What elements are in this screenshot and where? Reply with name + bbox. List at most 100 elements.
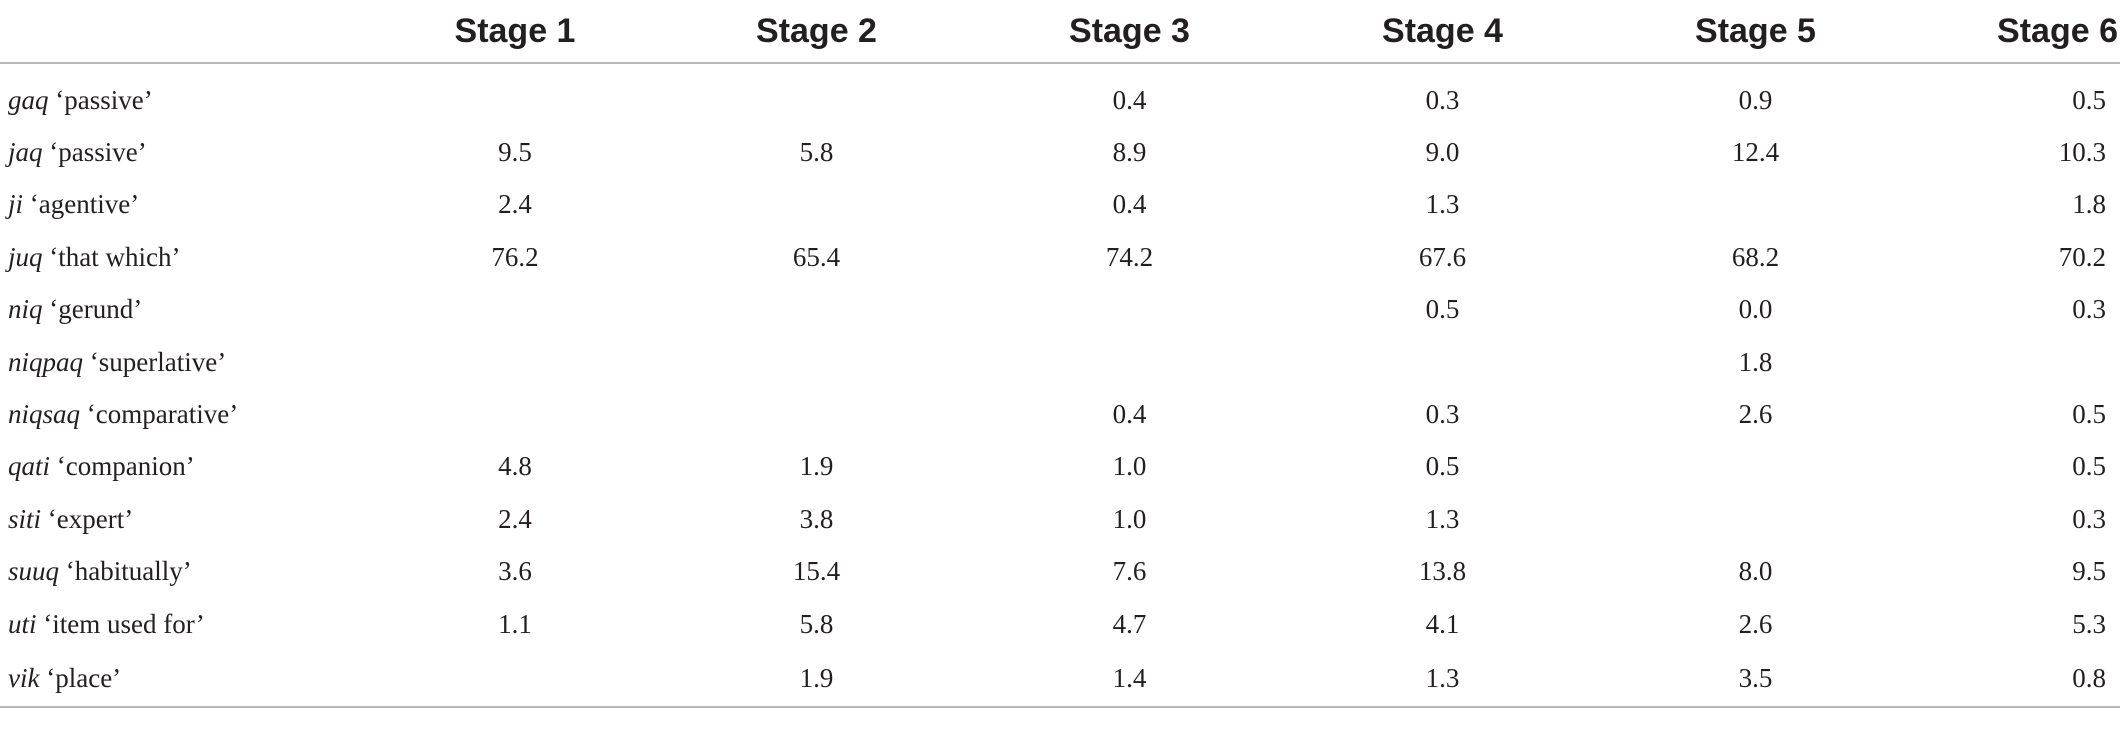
cell-stage-5 — [1599, 493, 1912, 545]
cell-stage-6: 5.3 — [2072, 608, 2106, 639]
row-label: vik ‘place’ — [0, 650, 370, 709]
cell-stage-6: 0.8 — [1912, 650, 2120, 709]
cell-stage-1: 1.1 — [498, 608, 532, 639]
cell-stage-1: 2.4 — [498, 189, 532, 220]
morpheme: niq — [8, 294, 43, 325]
cell-stage-5: 8.0 — [1738, 556, 1773, 587]
cell-stage-6: 0.3 — [2072, 503, 2106, 534]
row-label: juq ‘that which’ — [0, 231, 370, 283]
cell-stage-1: 9.5 — [498, 137, 532, 168]
header-stage-2: Stage 2 — [660, 0, 973, 64]
cell-stage-4: 0.5 — [1425, 294, 1460, 325]
cell-stage-2: 15.4 — [792, 556, 841, 587]
gloss: ‘expert’ — [47, 503, 134, 534]
cell-stage-1: 76.2 — [491, 241, 539, 272]
cell-stage-5 — [1599, 441, 1912, 493]
cell-stage-1: 2.4 — [498, 503, 532, 534]
gloss: ‘item used for’ — [43, 608, 205, 639]
row-label: gaq ‘passive’ — [0, 63, 370, 126]
cell-stage-3: 0.4 — [1112, 84, 1147, 115]
row-label: ji ‘agentive’ — [0, 179, 370, 231]
gloss: ‘superlative’ — [89, 346, 227, 377]
table-row: ji ‘agentive’ 2.4 0.4 1.3 1.8 — [0, 179, 2120, 231]
cell-stage-5: 0.9 — [1738, 84, 1773, 115]
cell-stage-1: 4.8 — [498, 451, 532, 482]
cell-stage-4: 13.8 — [1418, 556, 1467, 587]
row-label: qati ‘companion’ — [0, 441, 370, 493]
cell-stage-2: 65.4 — [792, 241, 841, 272]
cell-stage-2 — [660, 63, 973, 126]
cell-stage-3: 0.4 — [1112, 399, 1147, 430]
cell-stage-2 — [660, 336, 973, 388]
table-header: Stage 1 Stage 2 Stage 3 Stage 4 Stage 5 Stage… — [0, 0, 2120, 64]
gloss: ‘passive’ — [55, 84, 153, 115]
gloss: ‘comparative’ — [86, 399, 239, 430]
cell-stage-3: 74.2 — [1105, 241, 1154, 272]
cell-stage-5: 2.6 — [1738, 399, 1773, 430]
cell-stage-3 — [973, 284, 1286, 336]
morpheme: niqsaq — [8, 399, 81, 430]
cell-stage-6: 0.5 — [2072, 84, 2106, 115]
header-row: Stage 1 Stage 2 Stage 3 Stage 4 Stage 5 Stage… — [0, 0, 2120, 64]
cell-stage-4: 4.1 — [1425, 608, 1460, 639]
cell-stage-3: 4.7 — [1112, 608, 1147, 639]
cell-stage-1 — [370, 336, 660, 388]
morpheme: uti — [8, 608, 37, 639]
cell-stage-6 — [1912, 336, 2120, 388]
morpheme: jaq — [8, 137, 43, 168]
gloss: ‘agentive’ — [29, 189, 140, 220]
cell-stage-6: 0.5 — [2072, 451, 2106, 482]
row-label: jaq ‘passive’ — [0, 126, 370, 178]
gloss: ‘habitually’ — [65, 556, 192, 587]
cell-stage-5 — [1599, 179, 1912, 231]
morpheme: ji — [8, 189, 24, 220]
table-row: jaq ‘passive’ 9.5 5.8 8.9 9.0 12.4 10.3 — [0, 126, 2120, 178]
header-stage-4: Stage 4 — [1286, 0, 1599, 64]
cell-stage-3: 7.6 — [1112, 556, 1147, 587]
cell-stage-2: 1.9 — [799, 451, 834, 482]
cell-stage-6: 1.8 — [2072, 189, 2106, 220]
cell-stage-4: 1.3 — [1425, 503, 1460, 534]
cell-stage-3: 8.9 — [1112, 137, 1147, 168]
cell-stage-2 — [660, 388, 973, 440]
cell-stage-4: 0.5 — [1425, 451, 1460, 482]
morpheme: siti — [8, 503, 42, 534]
table-body: gaq ‘passive’ 0.4 0.3 0.9 0.5 jaq ‘passive’ 9.… — [0, 63, 2120, 709]
cell-stage-2 — [660, 284, 973, 336]
row-label: siti ‘expert’ — [0, 493, 370, 545]
cell-stage-5: 12.4 — [1731, 137, 1780, 168]
header-stage-3: Stage 3 — [973, 0, 1286, 64]
morpheme: vik — [8, 662, 40, 693]
table-row: niqsaq ‘comparative’ 0.4 0.3 2.6 0.5 — [0, 388, 2120, 440]
morpheme: qati — [8, 451, 51, 482]
row-label: niqpaq ‘superlative’ — [0, 336, 370, 388]
cell-stage-3: 0.4 — [1112, 189, 1147, 220]
cell-stage-4: 0.3 — [1425, 399, 1460, 430]
header-stage-6: Stage 6 — [1912, 0, 2120, 64]
table-row: juq ‘that which’ 76.2 65.4 74.2 67.6 68.2 70.2 — [0, 231, 2120, 283]
row-label: suuq ‘habitually’ — [0, 546, 370, 598]
cell-stage-5: 68.2 — [1731, 241, 1780, 272]
cell-stage-1 — [370, 650, 660, 709]
cell-stage-1 — [370, 63, 660, 126]
cell-stage-1 — [370, 284, 660, 336]
cell-stage-6: 10.3 — [2058, 137, 2106, 168]
header-morpheme — [0, 0, 370, 64]
morpheme: juq — [8, 241, 43, 272]
gloss: ‘gerund’ — [49, 294, 143, 325]
cell-stage-6: 70.2 — [2058, 241, 2106, 272]
table-row: suuq ‘habitually’ 3.6 15.4 7.6 13.8 8.0 9.5 — [0, 546, 2120, 598]
cell-stage-2: 5.8 — [799, 137, 834, 168]
morpheme: niqpaq — [8, 346, 84, 377]
table-row: uti ‘item used for’ 1.1 5.8 4.7 4.1 2.6 5.3 — [0, 598, 2120, 650]
gloss: ‘companion’ — [56, 451, 195, 482]
header-stage-1: Stage 1 — [370, 0, 660, 64]
table-row: niq ‘gerund’ 0.5 0.0 0.3 — [0, 284, 2120, 336]
cell-stage-3: 1.0 — [1112, 503, 1147, 534]
cell-stage-5: 0.0 — [1738, 294, 1773, 325]
cell-stage-2 — [660, 179, 973, 231]
cell-stage-4 — [1286, 336, 1599, 388]
cell-stage-2: 1.9 — [660, 650, 973, 709]
table-row: qati ‘companion’ 4.8 1.9 1.0 0.5 0.5 — [0, 441, 2120, 493]
cell-stage-6: 9.5 — [2072, 556, 2106, 587]
